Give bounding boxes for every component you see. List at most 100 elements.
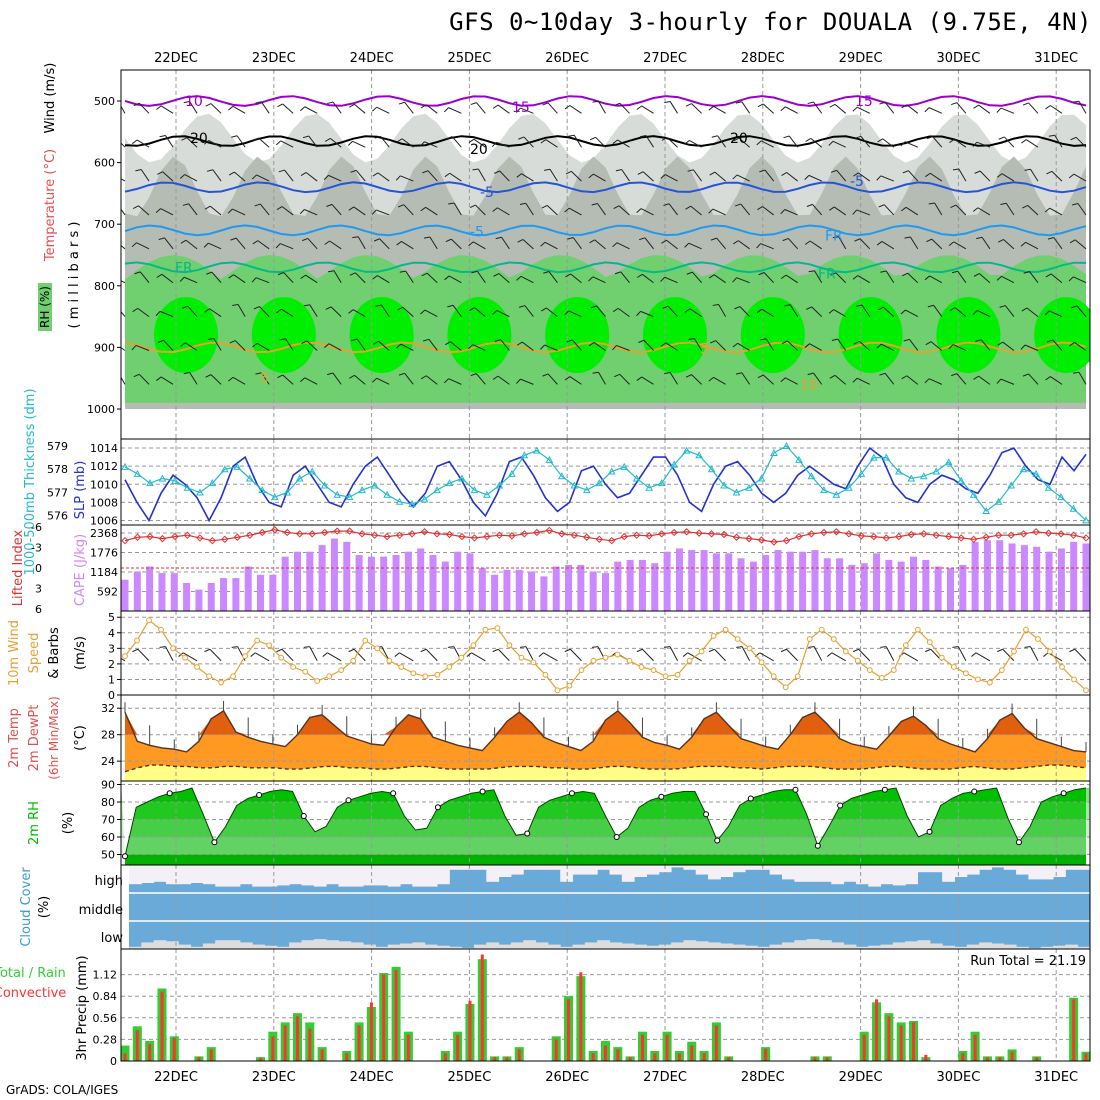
- li-point: [258, 528, 266, 537]
- wind-barb-flag: [709, 171, 716, 176]
- wind-barb-flag: [590, 305, 597, 309]
- wind-barb-flag: [278, 169, 285, 173]
- cloud-high-gap: [141, 865, 155, 883]
- contour-label: 10: [800, 377, 818, 393]
- precip-conv-bar: [505, 1057, 509, 1061]
- wind-barb: [377, 275, 390, 284]
- thickness-point: [245, 474, 254, 482]
- wind-barb: [473, 241, 486, 250]
- credit-label: GrADS: COLA/IGES: [6, 1083, 119, 1097]
- wind-barb-flag: [708, 208, 714, 214]
- wind-barb: [402, 306, 414, 317]
- wind-speed-point: [482, 626, 489, 633]
- wind-barb-flag: [830, 169, 837, 173]
- cape-bar: [589, 571, 597, 611]
- cape-bar: [1057, 548, 1065, 611]
- cloud-high-gap: [818, 865, 832, 882]
- wind-barb: [979, 273, 991, 284]
- wind-barb-flag: [855, 304, 863, 307]
- wind-barb: [762, 206, 774, 216]
- contour-label: 5: [260, 371, 269, 387]
- thickness-point: [171, 476, 179, 484]
- cloud-high-gap: [695, 865, 709, 875]
- thickness-point: [258, 486, 267, 494]
- wind-barb-flag: [179, 174, 186, 179]
- wind-barb: [121, 208, 126, 216]
- wind-barb: [328, 174, 342, 182]
- cloud-high-gap: [363, 865, 376, 886]
- li-point: [533, 528, 541, 537]
- wind-barb: [954, 307, 967, 317]
- wind-barb: [284, 169, 294, 182]
- wind-barb-flag: [420, 648, 427, 653]
- wind-barb-flag: [110, 306, 116, 308]
- tick-label-li: -3: [31, 542, 42, 555]
- cloud-low-bar: [769, 944, 783, 949]
- wind-barb: [281, 648, 294, 662]
- wind-speed-point: [458, 654, 465, 661]
- wind-barb-flag: [108, 174, 113, 178]
- wind-barb: [404, 373, 414, 385]
- wind-barb-flag: [662, 305, 669, 309]
- wind-barb-flag: [371, 209, 377, 215]
- wind-speed-point: [686, 657, 693, 664]
- wind-barb: [569, 376, 582, 385]
- wind-barb: [352, 140, 366, 148]
- thickness-point: [720, 481, 728, 489]
- wind-barb: [933, 304, 943, 317]
- wind-barb-flag: [276, 206, 283, 211]
- wind-barb: [957, 646, 967, 662]
- wind-barb-flag: [420, 206, 426, 212]
- wind-barb-flag: [1072, 203, 1079, 206]
- li-point: [870, 532, 878, 541]
- wind-barb-flag: [710, 237, 717, 241]
- wind-barb-flag: [565, 170, 572, 175]
- li-point: [757, 536, 766, 544]
- wind-barb: [858, 648, 871, 662]
- thickness-point: [1057, 493, 1065, 501]
- wind-barb-flag: [951, 102, 958, 106]
- precip-conv-bar: [604, 1045, 607, 1061]
- wind-barb-flag: [831, 338, 838, 341]
- wind-speed-point: [254, 637, 261, 644]
- wind-barb-flag: [255, 101, 262, 104]
- wind-barb-flag: [275, 243, 281, 249]
- cape-bar: [897, 561, 905, 611]
- wind-barb-flag: [422, 170, 429, 174]
- cloud-high-gap: [621, 865, 635, 882]
- wind-barb-flag: [757, 206, 763, 211]
- precip-conv-bar: [271, 1036, 275, 1061]
- wind-speed-point: [722, 626, 729, 633]
- tick-label: 1: [108, 673, 115, 686]
- cloud-low-bar: [757, 946, 771, 949]
- li-point: [782, 536, 791, 545]
- cape-bar: [663, 551, 671, 611]
- cloud-high-gap: [929, 865, 943, 873]
- thickness-point: [732, 488, 741, 496]
- cape-bar: [183, 583, 191, 611]
- wind-speed-point: [230, 673, 237, 680]
- wind-barb: [232, 105, 246, 114]
- wind-barb-flag: [277, 272, 284, 276]
- li-point: [283, 528, 291, 537]
- cape-bar: [330, 538, 338, 611]
- wind-barb: [211, 271, 222, 284]
- wind-barb: [573, 134, 582, 148]
- wind-speed-point: [266, 642, 273, 649]
- cape-bar: [786, 551, 794, 611]
- wind-barb: [761, 308, 774, 318]
- precip-conv-bar: [875, 999, 879, 1061]
- cape-bar: [626, 559, 634, 611]
- wind-barb-flag: [276, 648, 283, 653]
- wind-barb: [189, 101, 198, 114]
- li-point: [632, 531, 641, 539]
- wind-barb-flag: [372, 275, 378, 280]
- li-point: [745, 534, 753, 543]
- wind-barb: [741, 372, 751, 385]
- wind-speed-point: [926, 639, 933, 646]
- wind-barb: [260, 101, 270, 114]
- wind-barb-flag: [828, 140, 834, 146]
- wind-barb-flag: [183, 100, 190, 104]
- rh-cell-bright: [154, 297, 218, 374]
- wind-barb-flag: [1045, 273, 1052, 278]
